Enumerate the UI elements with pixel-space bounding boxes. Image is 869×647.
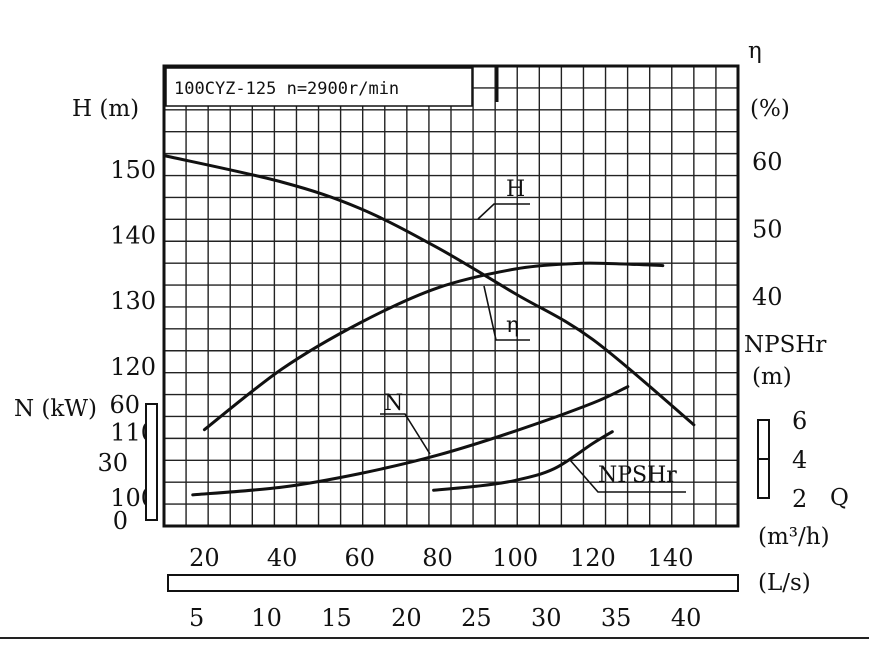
q-tick-label: 100 — [492, 544, 538, 572]
q-tick-label: 80 — [422, 544, 453, 572]
eta-axis-unit: (%) — [750, 96, 790, 122]
h-tick-label: 130 — [110, 287, 156, 315]
series-line-npshr — [432, 430, 614, 492]
n-tick-label: 0 — [113, 507, 128, 535]
n-axis-label: N (kW) — [14, 396, 97, 422]
plot-frame — [162, 64, 740, 528]
n-axis-bar — [145, 403, 158, 521]
ls-axis-unit: (L/s) — [758, 570, 811, 596]
npshr-tick-label: 4 — [792, 446, 807, 474]
plot-grid — [163, 65, 739, 527]
q-tick-label: 40 — [267, 544, 298, 572]
eta-axis-label: η — [748, 38, 762, 64]
eta-tick-label: 40 — [752, 283, 783, 311]
q-tick-label: 20 — [189, 544, 220, 572]
ls-axis-ticks: 5 10 15 20 25 30 35 40 — [189, 604, 701, 632]
npshr-axis-ticks: 2 4 6 — [792, 407, 807, 513]
series-leader-n — [380, 413, 431, 455]
npshr-tick-label: 6 — [792, 407, 807, 435]
h-axis-label: H (m) — [72, 96, 139, 122]
ls-tick-label: 30 — [531, 604, 562, 632]
chart-title: 100CYZ-125 n=2900r/min — [174, 79, 399, 99]
ls-tick-label: 10 — [251, 604, 282, 632]
ls-tick-label: 40 — [671, 604, 702, 632]
series-label-n: N — [384, 391, 403, 416]
n-tick-label: 60 — [109, 391, 140, 419]
h-tick-label: 140 — [110, 222, 156, 250]
eta-tick-label: 60 — [752, 148, 783, 176]
series-label-h: H — [506, 177, 525, 202]
h-tick-label: 150 — [110, 156, 156, 184]
q-tick-label: 120 — [570, 544, 616, 572]
q-axis-name: Q — [830, 485, 849, 511]
q-tick-label: 140 — [648, 544, 694, 572]
q-axis-ticks: 20 40 60 80 100 120 140 — [189, 544, 693, 572]
series-label-eta: η — [506, 313, 519, 338]
series-line-n — [191, 385, 630, 497]
ls-tick-label: 5 — [189, 604, 204, 632]
q-axis-unit: (m³/h) — [758, 524, 830, 550]
eta-tick-label: 50 — [752, 216, 783, 244]
series-leader-eta — [483, 285, 530, 341]
npshr-axis-bar — [757, 419, 770, 499]
series-leader-npshr — [569, 459, 686, 493]
npshr-axis-label: NPSHr — [744, 332, 826, 358]
series-layer: Hη N NPSHr — [164, 154, 696, 497]
h-tick-label: 120 — [110, 353, 156, 381]
ls-tick-label: 15 — [321, 604, 352, 632]
npshr-axis-unit: (m) — [752, 364, 792, 390]
eta-axis-ticks: 40 50 60 — [752, 148, 783, 311]
n-tick-label: 30 — [97, 449, 128, 477]
ls-tick-label: 25 — [461, 604, 492, 632]
title-box — [165, 67, 473, 107]
npshr-tick-label: 2 — [792, 485, 807, 513]
series-line-eta — [202, 261, 665, 432]
series-leader-h — [477, 203, 530, 220]
n-axis-ticks: 0 30 60 — [97, 391, 140, 535]
series-label-npshr: NPSHr — [598, 463, 677, 488]
ls-axis-bar — [167, 574, 739, 592]
q-tick-label: 60 — [345, 544, 376, 572]
ls-tick-label: 35 — [601, 604, 632, 632]
ls-tick-label: 20 — [391, 604, 422, 632]
